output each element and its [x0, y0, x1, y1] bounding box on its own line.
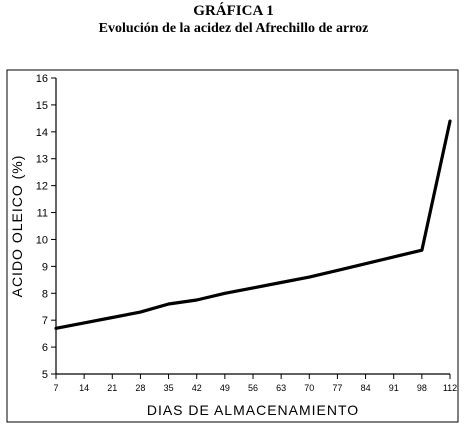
- data-point: [449, 120, 451, 122]
- x-tick-label: 98: [417, 383, 427, 393]
- chart-subtitle: Evolución de la acidez del Afrechillo de…: [98, 21, 369, 36]
- y-tick-label: 8: [42, 288, 48, 300]
- y-tick-label: 15: [36, 100, 48, 112]
- x-tick-label: 7: [53, 383, 58, 393]
- data-point: [252, 287, 254, 289]
- chart-header: GRÁFICA 1 Evolución de la acidez del Afr…: [0, 0, 467, 38]
- x-tick-label: 42: [192, 383, 202, 393]
- chart-frame: [6, 69, 459, 423]
- data-point: [280, 281, 282, 284]
- x-tick-label: 35: [164, 383, 174, 393]
- data-point: [308, 276, 311, 278]
- data-point: [111, 316, 114, 319]
- data-point: [224, 292, 226, 295]
- data-point: [392, 256, 395, 258]
- data-point: [421, 249, 423, 252]
- data-point: [55, 327, 57, 330]
- x-tick-label: 84: [361, 383, 371, 393]
- y-tick-label: 10: [36, 234, 48, 246]
- y-tick-label: 11: [37, 208, 48, 220]
- x-tick-label: 77: [332, 383, 342, 393]
- x-tick-label: 112: [443, 383, 457, 393]
- y-axis-label: ACIDO OLEICO (%): [9, 155, 25, 298]
- data-point: [167, 303, 170, 305]
- data-point: [195, 299, 198, 301]
- y-axis-ticks: 5 6 7 8 9 10 11 12 13 14 15 16: [36, 73, 56, 381]
- data-point: [364, 262, 367, 265]
- x-tick-label: 49: [220, 383, 230, 393]
- x-tick-label: 21: [107, 383, 117, 393]
- chart-title: GRÁFICA 1: [193, 3, 274, 19]
- y-tick-label: 14: [36, 127, 48, 139]
- x-tick-label: 91: [389, 383, 399, 393]
- x-axis-label: DIAS DE ALMACENAMIENTO: [147, 402, 359, 418]
- axes: [55, 78, 450, 375]
- data-point: [139, 311, 142, 313]
- data-point: [336, 269, 339, 272]
- x-tick-label: 56: [248, 383, 258, 393]
- x-tick-label: 28: [135, 383, 145, 393]
- x-axis-ticks: 7 14 21 28 35 42 49 56 63 70 77 84 91 98 112: [53, 374, 457, 393]
- y-tick-label: 13: [36, 154, 48, 166]
- data-point: [83, 322, 85, 324]
- y-tick-label: 7: [42, 315, 48, 327]
- y-tick-label: 12: [36, 181, 48, 193]
- x-tick-label: 63: [276, 383, 286, 393]
- y-tick-label: 5: [42, 369, 48, 381]
- series-line: [54, 119, 452, 330]
- x-tick-label: 70: [304, 383, 314, 393]
- y-tick-label: 9: [42, 261, 48, 273]
- series-group: [54, 119, 452, 330]
- x-tick-label: 14: [79, 383, 89, 393]
- y-tick-label: 6: [42, 342, 48, 354]
- y-tick-label: 16: [36, 73, 48, 85]
